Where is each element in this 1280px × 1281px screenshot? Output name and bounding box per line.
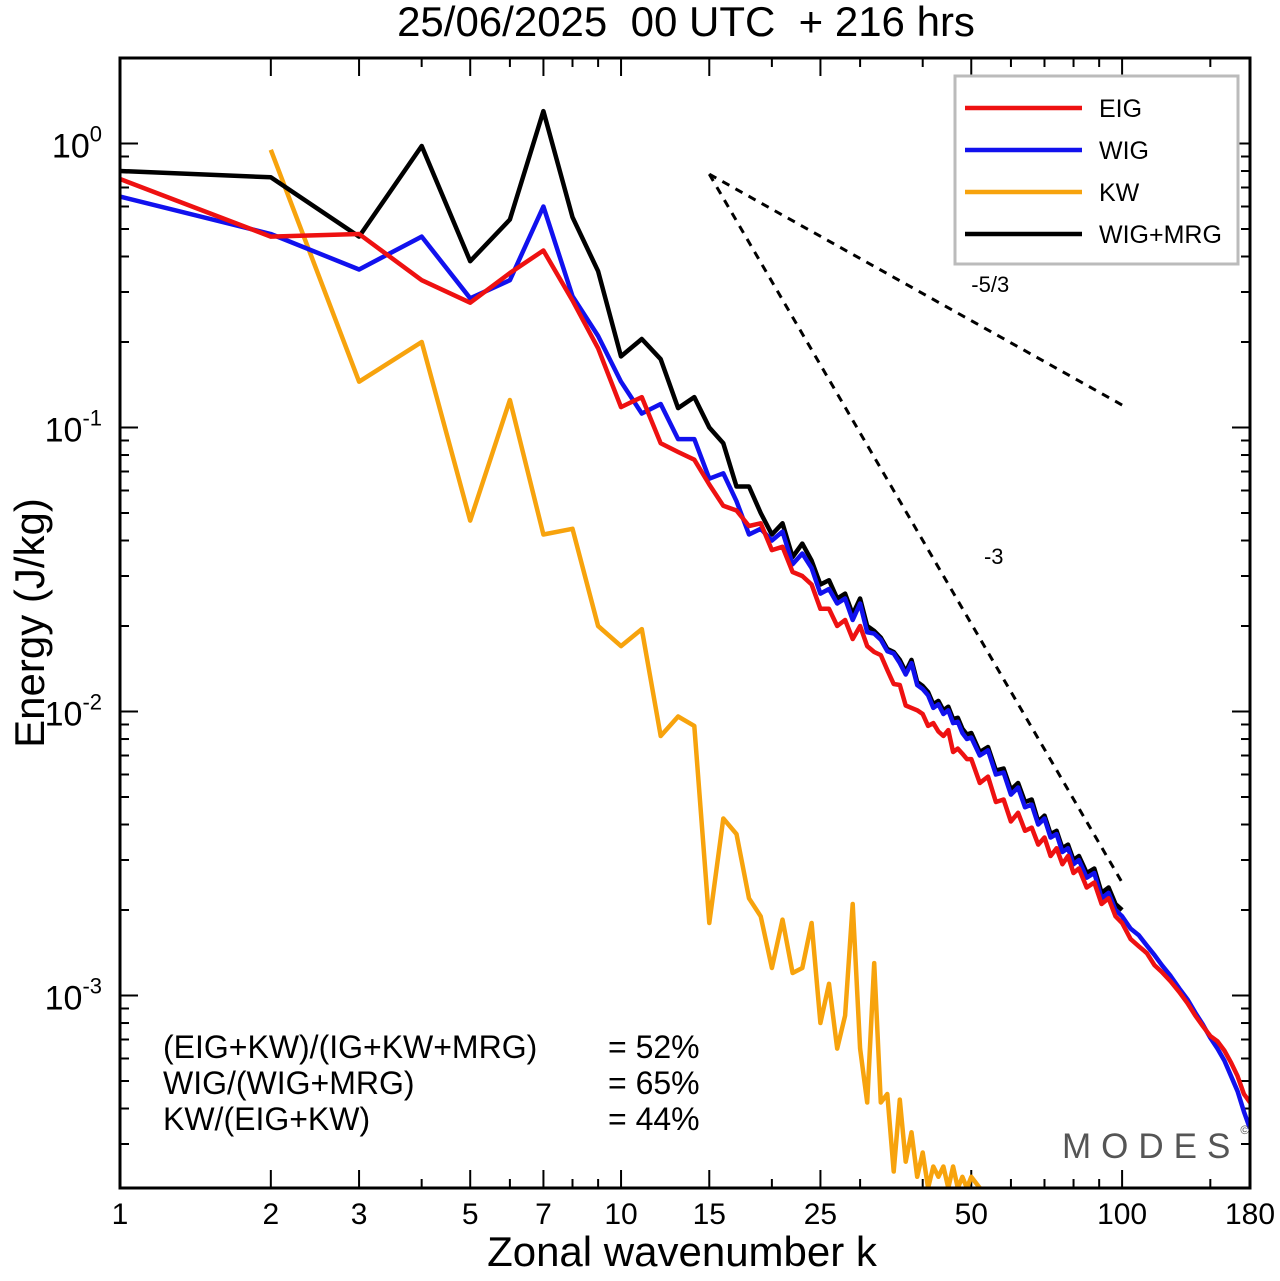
series-lines: [120, 108, 1250, 1188]
chart-title: 25/06/2025 00 UTC + 216 hrs: [397, 0, 975, 45]
x-tick-label-180: 180: [1225, 1198, 1275, 1231]
x-tick-label-3: 3: [351, 1198, 368, 1231]
annotation-value-2: = 44%: [608, 1101, 700, 1137]
y-tick-label-2: 10-2: [45, 690, 102, 734]
slope-line-5-3: [708, 172, 1123, 407]
series-line-kw: [268, 148, 982, 1188]
annotation-value-0: = 52%: [608, 1029, 700, 1065]
ratio-annotations: (EIG+KW)/(IG+KW+MRG) = 52% WIG/(WIG+MRG) = …: [163, 1029, 700, 1137]
x-tick-label-25: 25: [804, 1198, 837, 1231]
watermark-text: MODES: [1062, 1127, 1240, 1166]
reference-slope-labels: -5/3 -3: [971, 272, 1009, 569]
series-line-eig: [120, 176, 1250, 1104]
slope-line-3: [707, 173, 1124, 884]
slope-label-3: -3: [984, 544, 1004, 569]
copyright-symbol: ©: [1240, 1123, 1259, 1137]
x-tick-label-100: 100: [1097, 1198, 1147, 1231]
x-axis-label: Zonal wavenumber k: [487, 1228, 878, 1275]
modes-watermark: MODES©: [1062, 1123, 1259, 1166]
annotation-value-1: = 65%: [608, 1065, 700, 1101]
x-tick-label-15: 15: [693, 1198, 726, 1231]
series-line-wig: [120, 194, 1250, 1130]
y-tick-label-3: 10-3: [45, 974, 102, 1018]
x-tick-label-5: 5: [462, 1198, 479, 1231]
legend-label-wig-mrg: WIG+MRG: [1099, 221, 1222, 249]
y-axis-label: Energy (J/kg): [6, 498, 53, 748]
x-tick-label-2: 2: [262, 1198, 279, 1231]
plot-frame: [118, 56, 1252, 1190]
y-tick-label-1: 10-1: [45, 405, 102, 449]
x-tick-label-10: 10: [604, 1198, 637, 1231]
x-tick-label-1: 1: [112, 1198, 129, 1231]
annotation-label-0: (EIG+KW)/(IG+KW+MRG): [163, 1029, 537, 1065]
legend-label-wig: WIG: [1099, 137, 1149, 165]
annotation-label-1: WIG/(WIG+MRG): [163, 1065, 415, 1101]
legend-label-kw: KW: [1099, 179, 1140, 207]
x-tick-labels: 1 2 3 5 7 10 15 25 50 100 180: [112, 1198, 1275, 1231]
annotation-label-2: KW/(EIG+KW): [163, 1101, 370, 1137]
legend-label-eig: EIG: [1099, 95, 1142, 123]
x-tick-label-50: 50: [955, 1198, 988, 1231]
x-tick-label-7: 7: [535, 1198, 552, 1231]
slope-label-5-3: -5/3: [971, 272, 1009, 297]
y-tick-labels: 100 10-1 10-2 10-3: [45, 121, 102, 1017]
y-tick-label-0: 100: [52, 121, 102, 165]
legend: EIG WIG KW WIG+MRG: [953, 74, 1240, 266]
reference-slope-lines: [707, 172, 1124, 884]
